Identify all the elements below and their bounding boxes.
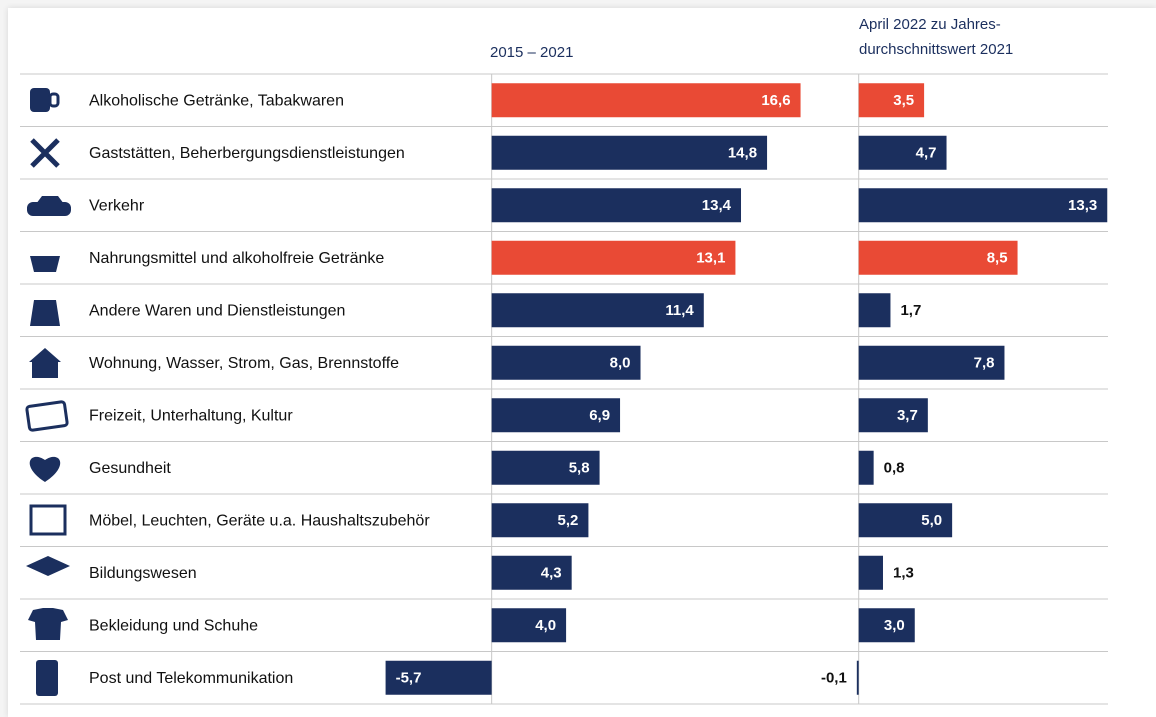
bar <box>858 83 925 118</box>
bar <box>491 450 600 485</box>
icon-car <box>27 202 71 216</box>
bar <box>858 240 1018 275</box>
value-label: -0,1 <box>821 670 847 687</box>
bar <box>491 345 641 380</box>
icon-heart <box>29 456 61 482</box>
bar <box>858 398 928 433</box>
bar <box>858 188 1108 223</box>
bar <box>491 555 572 590</box>
value-label: 5,8 <box>569 460 590 477</box>
icon-cap <box>26 556 70 576</box>
icon-beer-handle <box>48 92 60 108</box>
category-label: Bildungswesen <box>89 565 197 582</box>
category-label: Gaststätten, Beherbergungsdienstleistung… <box>89 145 405 162</box>
bar <box>491 293 704 328</box>
bar <box>385 660 492 695</box>
series-header: 2015 – 2021 <box>490 44 574 61</box>
icon-bag <box>30 300 60 326</box>
category-label: Nahrungsmittel und alkoholfreie Getränke <box>89 250 384 267</box>
bar <box>491 83 801 118</box>
icon-cutlery <box>30 138 60 168</box>
category-label: Wohnung, Wasser, Strom, Gas, Brennstoffe <box>89 355 399 372</box>
value-label: 11,4 <box>665 302 694 319</box>
bar <box>491 608 567 643</box>
value-label: -5,7 <box>396 670 422 687</box>
value-label: 8,5 <box>987 250 1008 267</box>
bar <box>491 503 589 538</box>
value-label: 3,7 <box>897 407 918 424</box>
value-label: 16,6 <box>761 92 790 109</box>
value-label: 6,9 <box>589 407 610 424</box>
value-label: 3,5 <box>893 92 914 109</box>
icon-car-top <box>36 196 64 204</box>
value-label: 0,8 <box>884 460 905 477</box>
icon-basket <box>30 256 60 272</box>
bar <box>491 188 742 223</box>
value-label: 5,0 <box>921 512 942 529</box>
bar <box>491 135 768 170</box>
icon-ticket <box>25 400 69 432</box>
value-label: 13,1 <box>696 250 725 267</box>
bar <box>858 503 953 538</box>
icon-phone <box>36 660 58 696</box>
icon-shirt <box>28 608 68 640</box>
value-label: 13,4 <box>702 197 732 214</box>
value-label: 4,0 <box>535 617 556 634</box>
value-label: 3,0 <box>884 617 905 634</box>
icon-cabinet <box>29 504 67 536</box>
bar <box>858 608 915 643</box>
icon-house <box>29 348 61 378</box>
icon-beer <box>30 88 50 112</box>
value-label: 7,8 <box>974 355 995 372</box>
category-label: Post und Telekommunikation <box>89 670 293 687</box>
value-label: 8,0 <box>610 355 631 372</box>
bar <box>856 660 859 695</box>
value-label: 4,3 <box>541 565 562 582</box>
series-header: April 2022 zu Jahres- durchschnittswert … <box>859 16 1014 58</box>
bar <box>858 135 947 170</box>
category-label: Alkoholische Getränke, Tabakwaren <box>89 92 344 109</box>
category-label: Verkehr <box>89 197 145 214</box>
category-label: Andere Waren und Dienstleistungen <box>89 302 345 319</box>
icons <box>25 88 71 696</box>
category-label: Freizeit, Unterhaltung, Kultur <box>89 407 293 424</box>
value-label: 1,3 <box>893 565 914 582</box>
bar <box>858 450 874 485</box>
value-label: 5,2 <box>558 512 579 529</box>
bar <box>858 293 891 328</box>
bar <box>491 398 621 433</box>
bar <box>491 240 736 275</box>
category-label: Möbel, Leuchten, Geräte u.a. Haushaltszu… <box>89 512 430 529</box>
bar <box>858 345 1005 380</box>
category-label: Bekleidung und Schuhe <box>89 617 258 634</box>
bar <box>858 555 883 590</box>
value-label: 4,7 <box>916 145 937 162</box>
value-label: 14,8 <box>728 145 757 162</box>
value-label: 13,3 <box>1068 197 1097 214</box>
category-label: Gesundheit <box>89 460 171 477</box>
value-label: 1,7 <box>900 302 921 319</box>
